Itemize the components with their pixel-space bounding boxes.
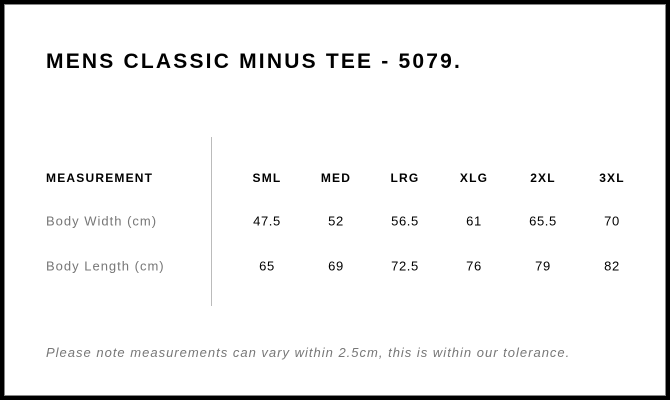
- header-measurement: MEASUREMENT: [46, 171, 154, 185]
- table-cell: 72.5: [391, 258, 419, 274]
- tolerance-note: Please note measurements can vary within…: [46, 345, 571, 360]
- header-size-3xl: 3XL: [599, 171, 625, 185]
- table-cell: 56.5: [391, 213, 419, 229]
- table-cell: 82: [604, 258, 620, 274]
- table-cell: 65.5: [529, 213, 557, 229]
- table-cell: 76: [466, 258, 482, 274]
- header-size-sml: SML: [252, 171, 282, 185]
- table-cell: 47.5: [253, 213, 281, 229]
- page-title: MENS CLASSIC MINUS TEE - 5079.: [46, 50, 463, 73]
- table-cell: 79: [535, 258, 551, 274]
- table-cell: 65: [259, 258, 275, 274]
- table-cell: 61: [466, 213, 482, 229]
- column-divider: [211, 137, 212, 306]
- table-cell: 70: [604, 213, 620, 229]
- table-cell: 52: [328, 213, 344, 229]
- header-size-lrg: LRG: [390, 171, 420, 185]
- row-label: Body Length (cm): [46, 258, 165, 274]
- header-size-2xl: 2XL: [530, 171, 556, 185]
- size-chart-card: MENS CLASSIC MINUS TEE - 5079. MEASUREME…: [4, 4, 666, 396]
- row-label: Body Width (cm): [46, 213, 158, 229]
- header-size-xlg: XLG: [459, 171, 489, 185]
- table-cell: 69: [328, 258, 344, 274]
- header-size-med: MED: [320, 171, 352, 185]
